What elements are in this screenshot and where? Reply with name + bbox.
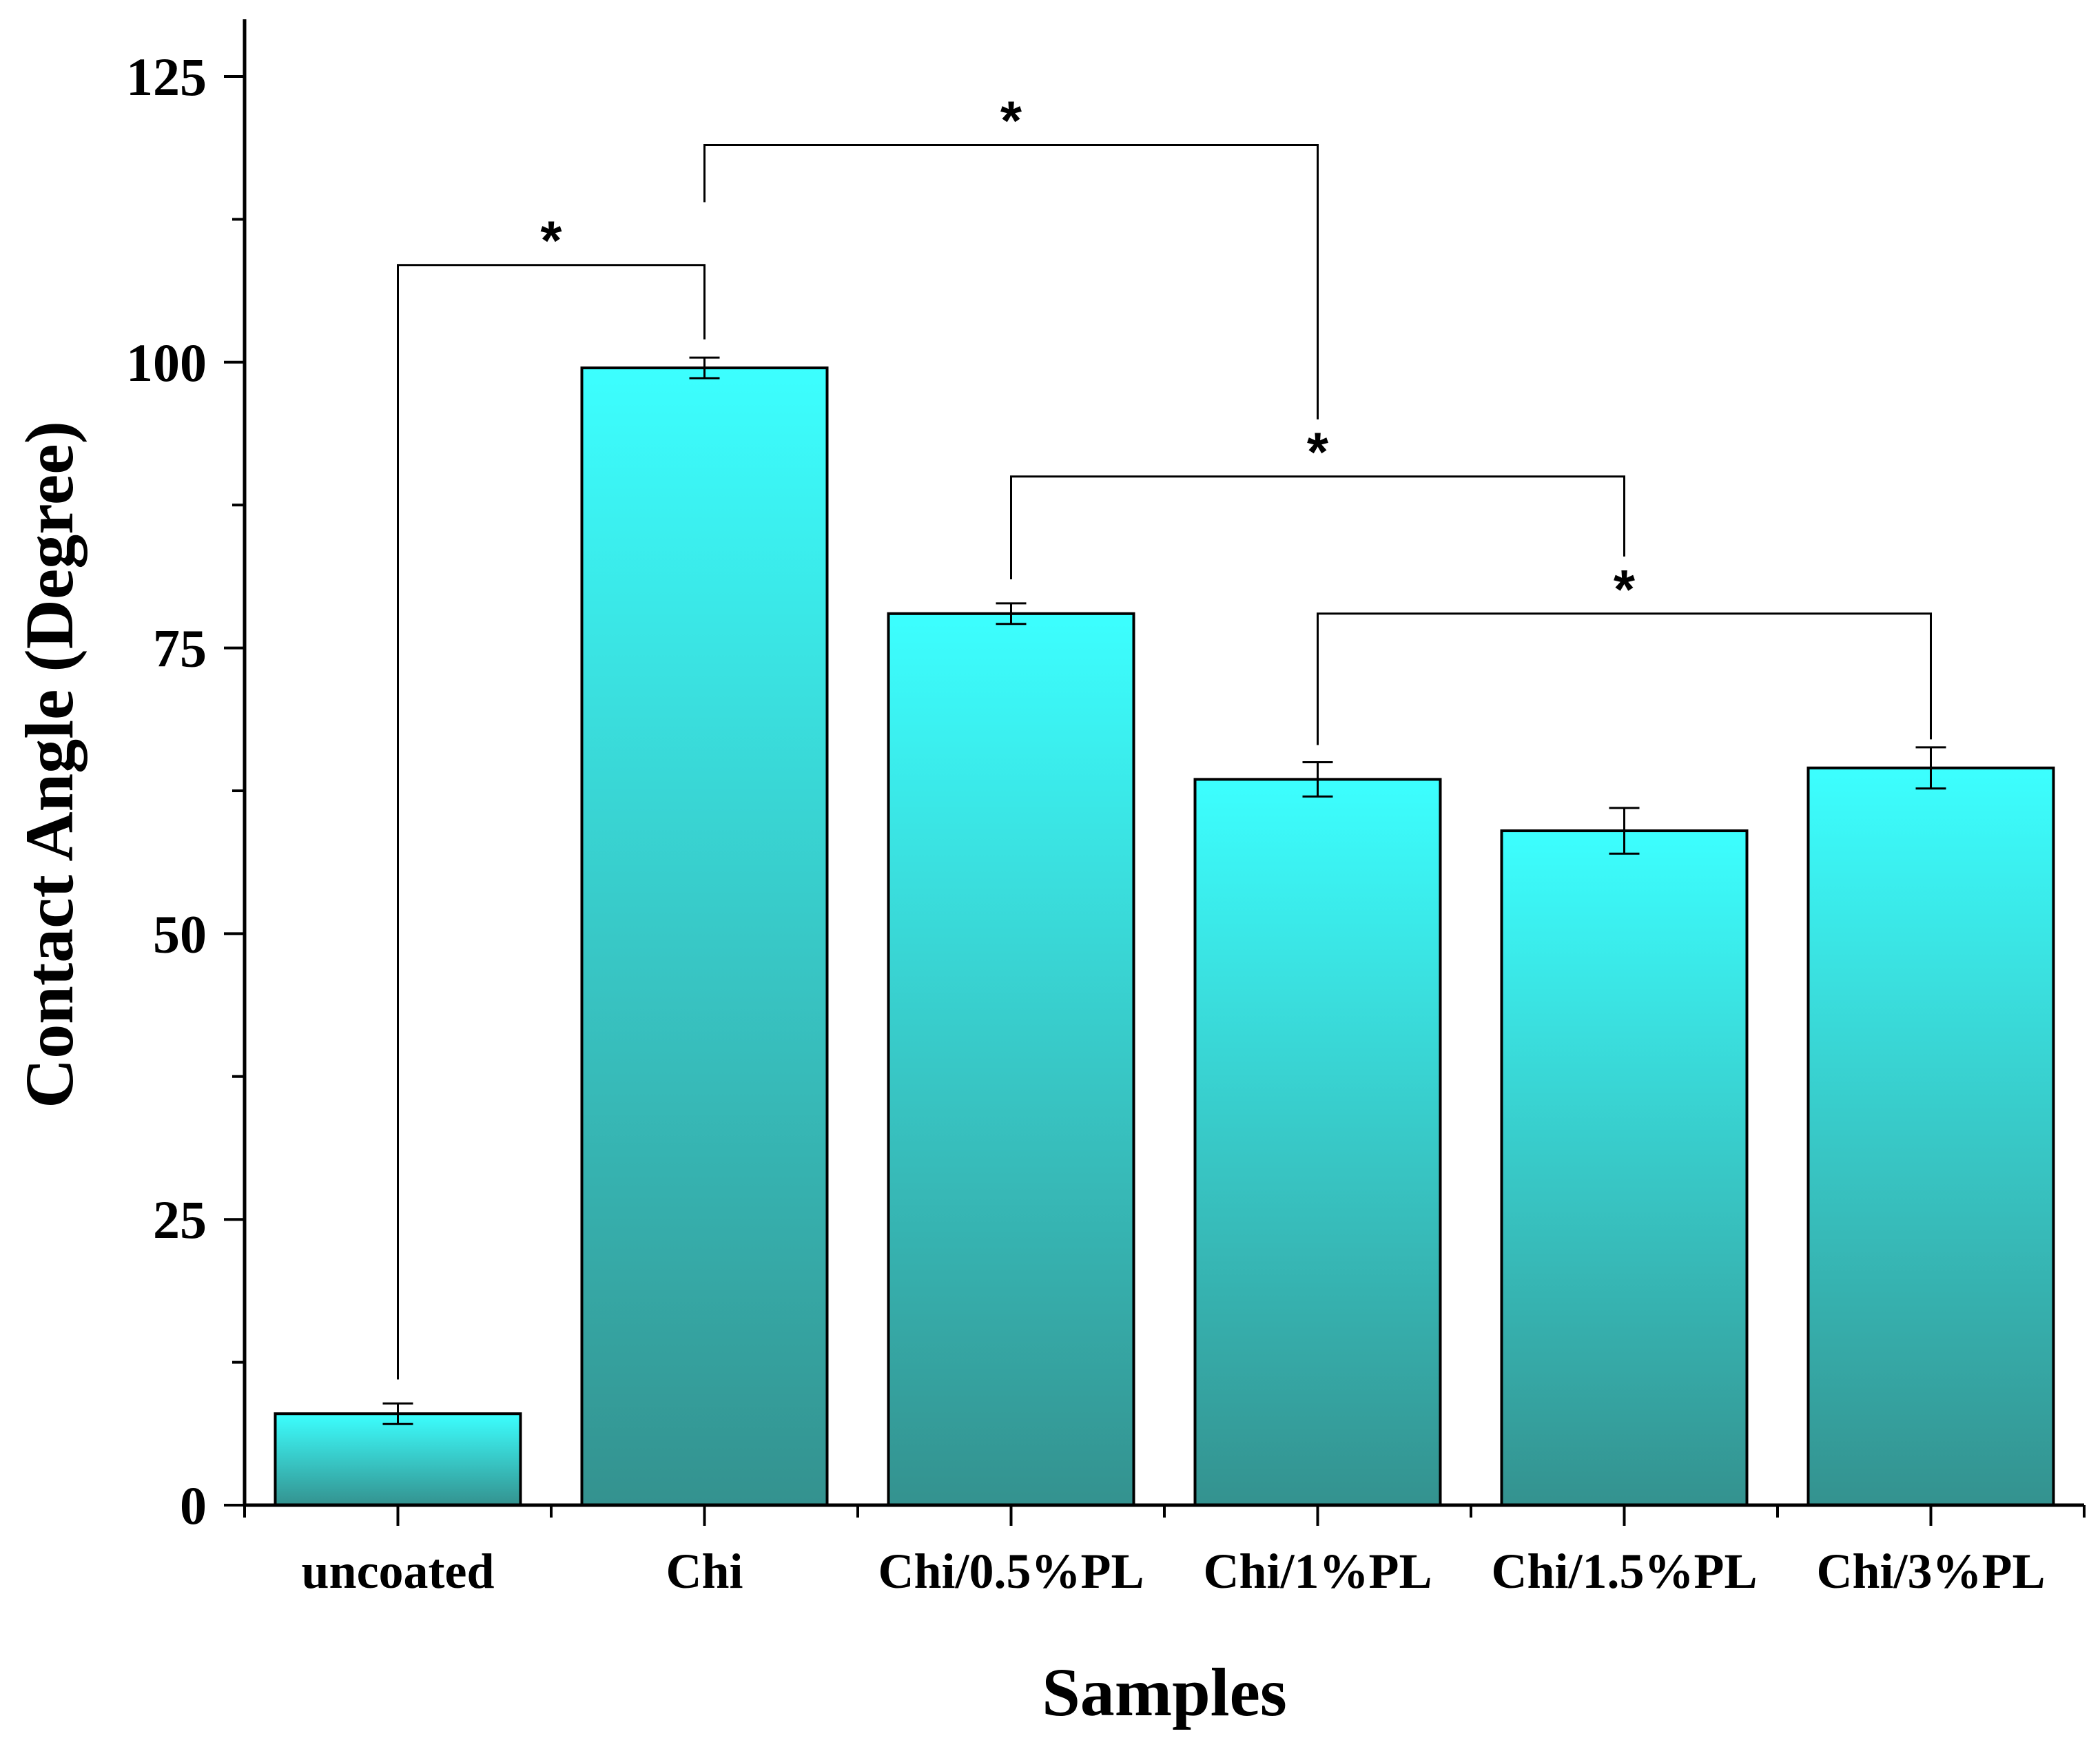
significance-star: * [1614, 559, 1636, 620]
y-axis-ticks: 0 25 50 75 100 125 [126, 47, 245, 1535]
bar [887, 612, 1135, 1507]
x-tick-label: Chi/1.5%PL [1491, 1544, 1757, 1599]
x-tick-label: Chi [666, 1544, 743, 1599]
significance-bracket [703, 144, 1319, 420]
bar [274, 1412, 522, 1507]
y-tick-label: 125 [126, 47, 207, 107]
x-tick-label: uncoated [301, 1544, 494, 1599]
significance-bracket [397, 264, 706, 1380]
y-tick-label: 0 [180, 1476, 207, 1535]
bar [1806, 766, 2055, 1507]
error-bars-layer [382, 356, 1946, 1425]
significance-bracket [1317, 612, 1932, 745]
bars-layer [274, 366, 2055, 1507]
y-tick-label: 50 [153, 904, 207, 964]
y-tick-label: 100 [126, 333, 207, 393]
bar [1500, 829, 1749, 1507]
y-tick-label: 75 [153, 619, 207, 679]
significance-star: * [1307, 422, 1329, 483]
bar [580, 366, 829, 1507]
x-axis-title: Samples [1042, 1654, 1287, 1730]
x-tick-label: Chi/1%PL [1203, 1544, 1432, 1599]
x-axis-ticks: uncoated Chi Chi/0.5%PL Chi/1%PL Chi/1.5%PL C… [243, 1505, 2086, 1599]
x-tick-label: Chi/3%PL [1816, 1544, 2045, 1599]
bar [1193, 778, 1442, 1507]
significance-layer: * * * * [397, 90, 1932, 1380]
significance-bracket [1010, 475, 1625, 580]
x-tick-label: Chi/0.5%PL [878, 1544, 1144, 1599]
y-tick-label: 25 [153, 1190, 207, 1250]
significance-star: * [540, 210, 562, 271]
significance-star: * [1000, 90, 1022, 152]
y-axis-title: Contact Angle (Degree) [11, 421, 88, 1108]
